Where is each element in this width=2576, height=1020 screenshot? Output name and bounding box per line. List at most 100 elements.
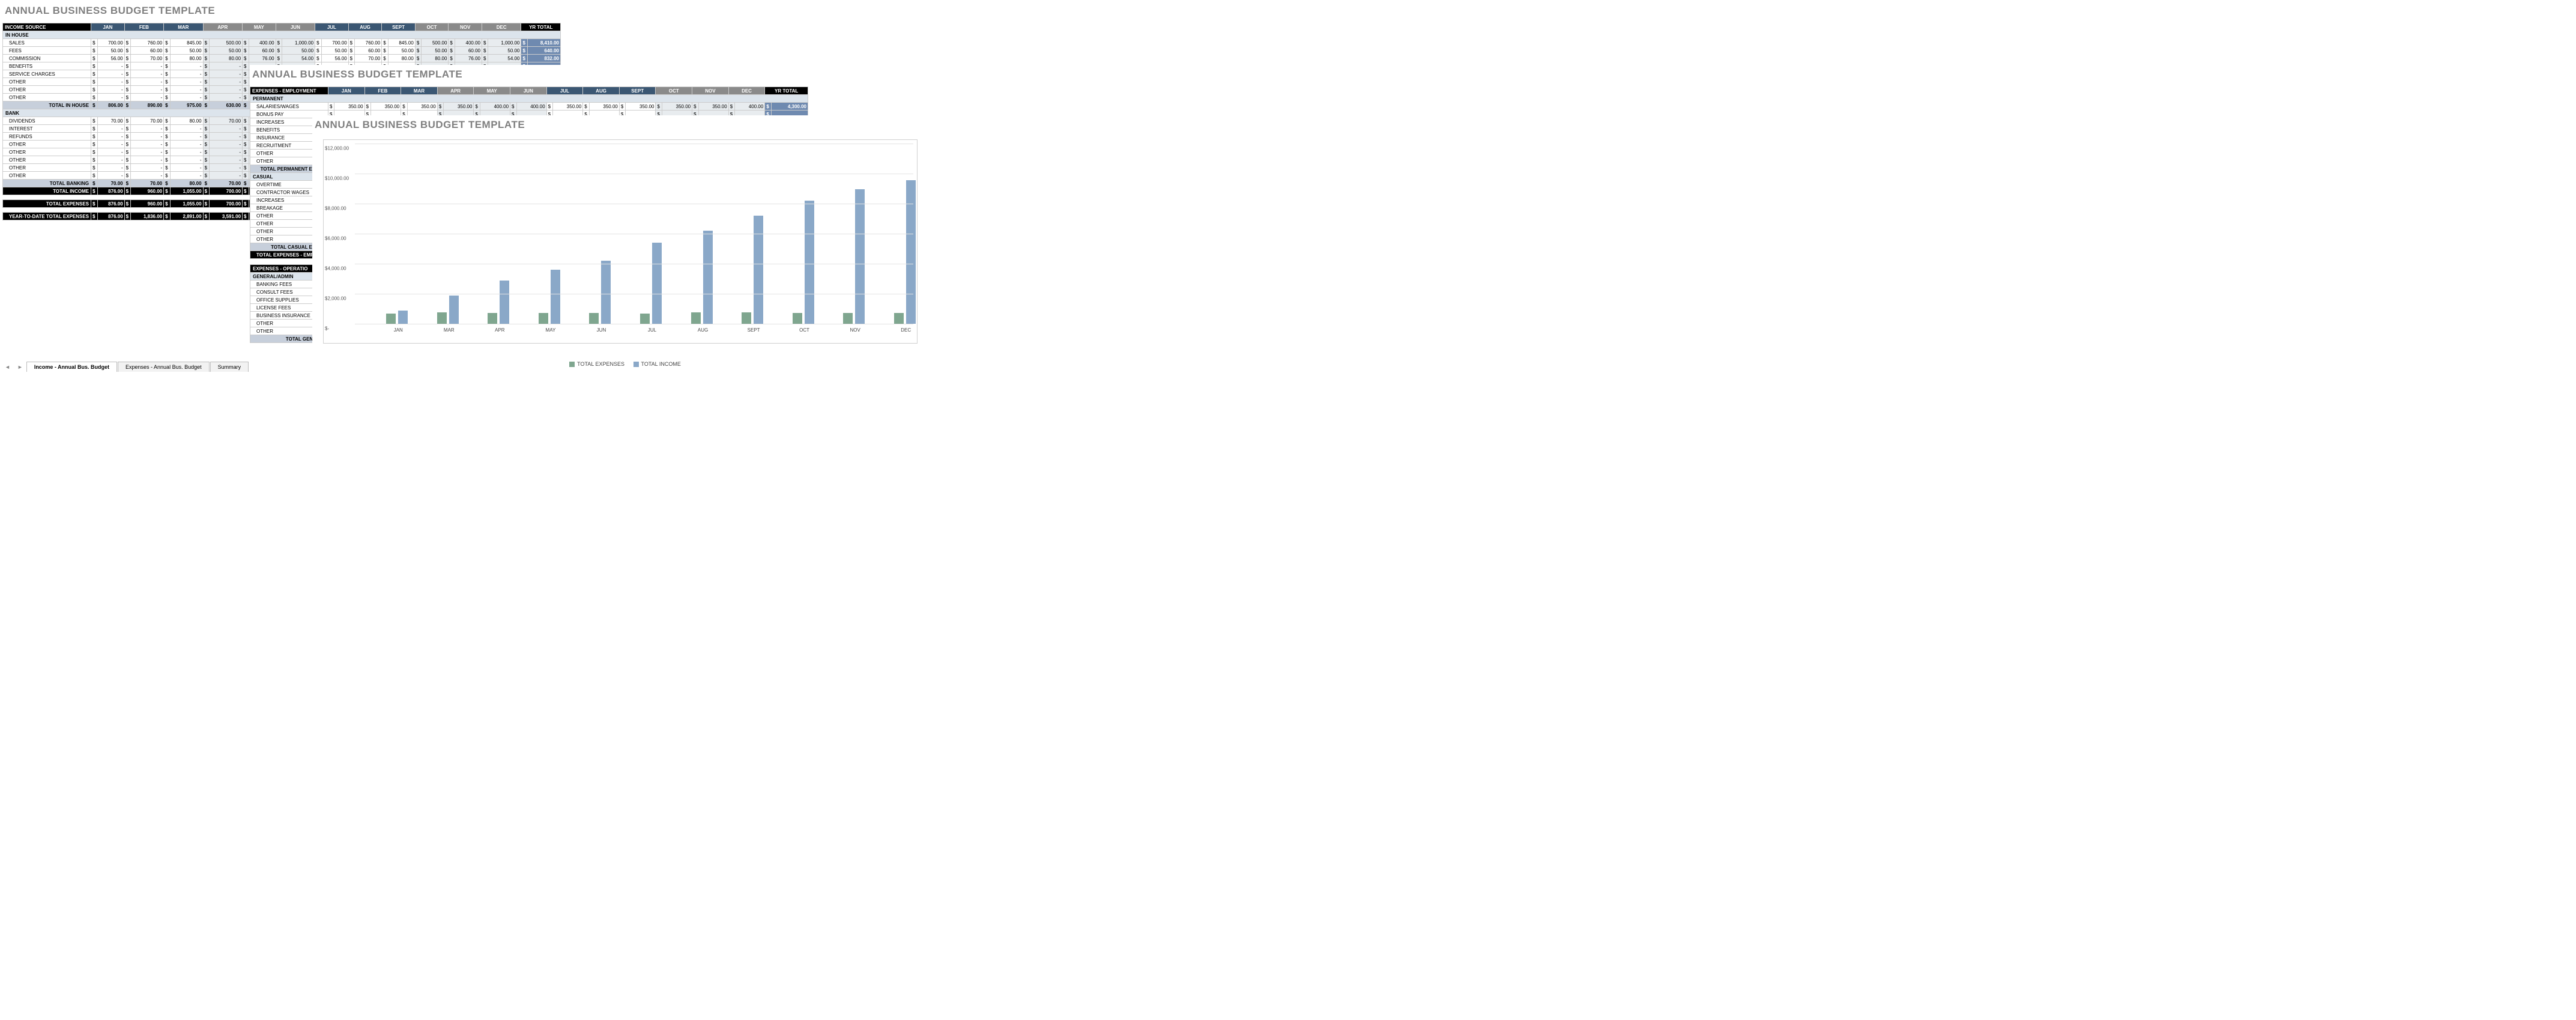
- currency-symbol[interactable]: $: [124, 70, 130, 78]
- value-cell[interactable]: -: [170, 164, 203, 172]
- currency-symbol[interactable]: $: [482, 39, 488, 47]
- currency-symbol[interactable]: $: [124, 55, 130, 62]
- currency-symbol[interactable]: $: [401, 103, 407, 111]
- currency-symbol[interactable]: $: [243, 55, 249, 62]
- currency-symbol[interactable]: $: [449, 39, 455, 47]
- currency-symbol[interactable]: $: [474, 103, 480, 111]
- currency-symbol[interactable]: $: [91, 62, 97, 70]
- value-cell[interactable]: -: [170, 125, 203, 133]
- currency-symbol[interactable]: $: [164, 133, 170, 141]
- value-cell[interactable]: -: [97, 94, 124, 102]
- currency-symbol[interactable]: $: [243, 78, 249, 86]
- currency-symbol[interactable]: $: [124, 62, 130, 70]
- currency-symbol[interactable]: $: [656, 103, 662, 111]
- currency-symbol[interactable]: $: [364, 103, 370, 111]
- currency-symbol[interactable]: $: [91, 180, 97, 187]
- value-cell[interactable]: -: [210, 86, 243, 94]
- currency-symbol[interactable]: $: [124, 133, 130, 141]
- currency-symbol[interactable]: $: [243, 94, 249, 102]
- currency-symbol[interactable]: $: [164, 94, 170, 102]
- currency-symbol[interactable]: $: [91, 94, 97, 102]
- currency-symbol[interactable]: $: [619, 103, 625, 111]
- currency-symbol[interactable]: $: [243, 86, 249, 94]
- currency-symbol[interactable]: $: [91, 148, 97, 156]
- currency-symbol[interactable]: $: [91, 141, 97, 148]
- value-cell[interactable]: 50.00: [422, 47, 449, 55]
- value-cell[interactable]: 56.00: [97, 55, 124, 62]
- value-cell[interactable]: -: [170, 172, 203, 180]
- currency-symbol[interactable]: $: [91, 200, 97, 208]
- currency-symbol[interactable]: $: [482, 47, 488, 55]
- value-cell[interactable]: 500.00: [210, 39, 243, 47]
- value-cell[interactable]: -: [210, 148, 243, 156]
- value-cell[interactable]: 50.00: [210, 47, 243, 55]
- currency-symbol[interactable]: $: [91, 39, 97, 47]
- value-cell[interactable]: -: [170, 148, 203, 156]
- value-cell[interactable]: 60.00: [355, 47, 382, 55]
- currency-symbol[interactable]: $: [276, 47, 282, 55]
- value-cell[interactable]: 70.00: [131, 117, 164, 125]
- value-cell[interactable]: -: [170, 133, 203, 141]
- currency-symbol[interactable]: $: [164, 39, 170, 47]
- currency-symbol[interactable]: $: [203, 125, 209, 133]
- value-cell[interactable]: 350.00: [407, 103, 437, 111]
- currency-symbol[interactable]: $: [164, 187, 170, 195]
- value-cell[interactable]: 80.00: [170, 117, 203, 125]
- value-cell[interactable]: 876.00: [97, 187, 124, 195]
- currency-symbol[interactable]: $: [91, 47, 97, 55]
- value-cell[interactable]: 50.00: [388, 47, 415, 55]
- value-cell[interactable]: 54.00: [488, 55, 521, 62]
- value-cell[interactable]: 70.00: [97, 117, 124, 125]
- currency-symbol[interactable]: $: [243, 62, 249, 70]
- value-cell[interactable]: 1,000.00: [282, 39, 315, 47]
- currency-symbol[interactable]: $: [124, 187, 130, 195]
- currency-symbol[interactable]: $: [164, 125, 170, 133]
- value-cell[interactable]: 70.00: [355, 55, 382, 62]
- currency-symbol[interactable]: $: [692, 103, 698, 111]
- value-cell[interactable]: -: [131, 164, 164, 172]
- value-cell[interactable]: -: [131, 156, 164, 164]
- currency-symbol[interactable]: $: [203, 172, 209, 180]
- value-cell[interactable]: 760.00: [131, 39, 164, 47]
- value-cell[interactable]: 890.00: [131, 102, 164, 109]
- value-cell[interactable]: -: [210, 172, 243, 180]
- currency-symbol[interactable]: $: [243, 200, 249, 208]
- yr-total-cell[interactable]: 4,300.00: [771, 103, 808, 111]
- value-cell[interactable]: 60.00: [455, 47, 482, 55]
- tab-expenses[interactable]: Expenses - Annual Bus. Budget: [118, 362, 210, 372]
- currency-symbol[interactable]: $: [203, 200, 209, 208]
- tab-income[interactable]: Income - Annual Bus. Budget: [26, 362, 117, 372]
- currency-symbol[interactable]: $: [124, 47, 130, 55]
- currency-symbol[interactable]: $: [124, 148, 130, 156]
- currency-symbol[interactable]: $: [315, 55, 321, 62]
- currency-symbol[interactable]: $: [124, 94, 130, 102]
- currency-symbol[interactable]: $: [382, 55, 388, 62]
- currency-symbol[interactable]: $: [164, 86, 170, 94]
- value-cell[interactable]: 54.00: [282, 55, 315, 62]
- currency-symbol[interactable]: $: [91, 172, 97, 180]
- value-cell[interactable]: -: [97, 133, 124, 141]
- value-cell[interactable]: -: [97, 164, 124, 172]
- value-cell[interactable]: -: [131, 148, 164, 156]
- currency-symbol[interactable]: $: [91, 164, 97, 172]
- value-cell[interactable]: 80.00: [170, 55, 203, 62]
- currency-symbol[interactable]: $: [348, 47, 354, 55]
- currency-symbol[interactable]: $: [348, 55, 354, 62]
- value-cell[interactable]: 400.00: [516, 103, 546, 111]
- value-cell[interactable]: 500.00: [422, 39, 449, 47]
- value-cell[interactable]: 350.00: [626, 103, 656, 111]
- currency-symbol[interactable]: $: [91, 156, 97, 164]
- value-cell[interactable]: 700.00: [97, 39, 124, 47]
- currency-symbol[interactable]: $: [203, 148, 209, 156]
- currency-symbol[interactable]: $: [164, 55, 170, 62]
- currency-symbol[interactable]: $: [164, 141, 170, 148]
- value-cell[interactable]: 350.00: [371, 103, 401, 111]
- value-cell[interactable]: 400.00: [735, 103, 765, 111]
- currency-symbol[interactable]: $: [276, 39, 282, 47]
- currency-symbol[interactable]: $: [91, 86, 97, 94]
- currency-symbol[interactable]: $: [415, 55, 421, 62]
- currency-symbol[interactable]: $: [521, 39, 527, 47]
- currency-symbol[interactable]: $: [243, 156, 249, 164]
- value-cell[interactable]: -: [210, 156, 243, 164]
- value-cell[interactable]: 2,891.00: [170, 213, 203, 220]
